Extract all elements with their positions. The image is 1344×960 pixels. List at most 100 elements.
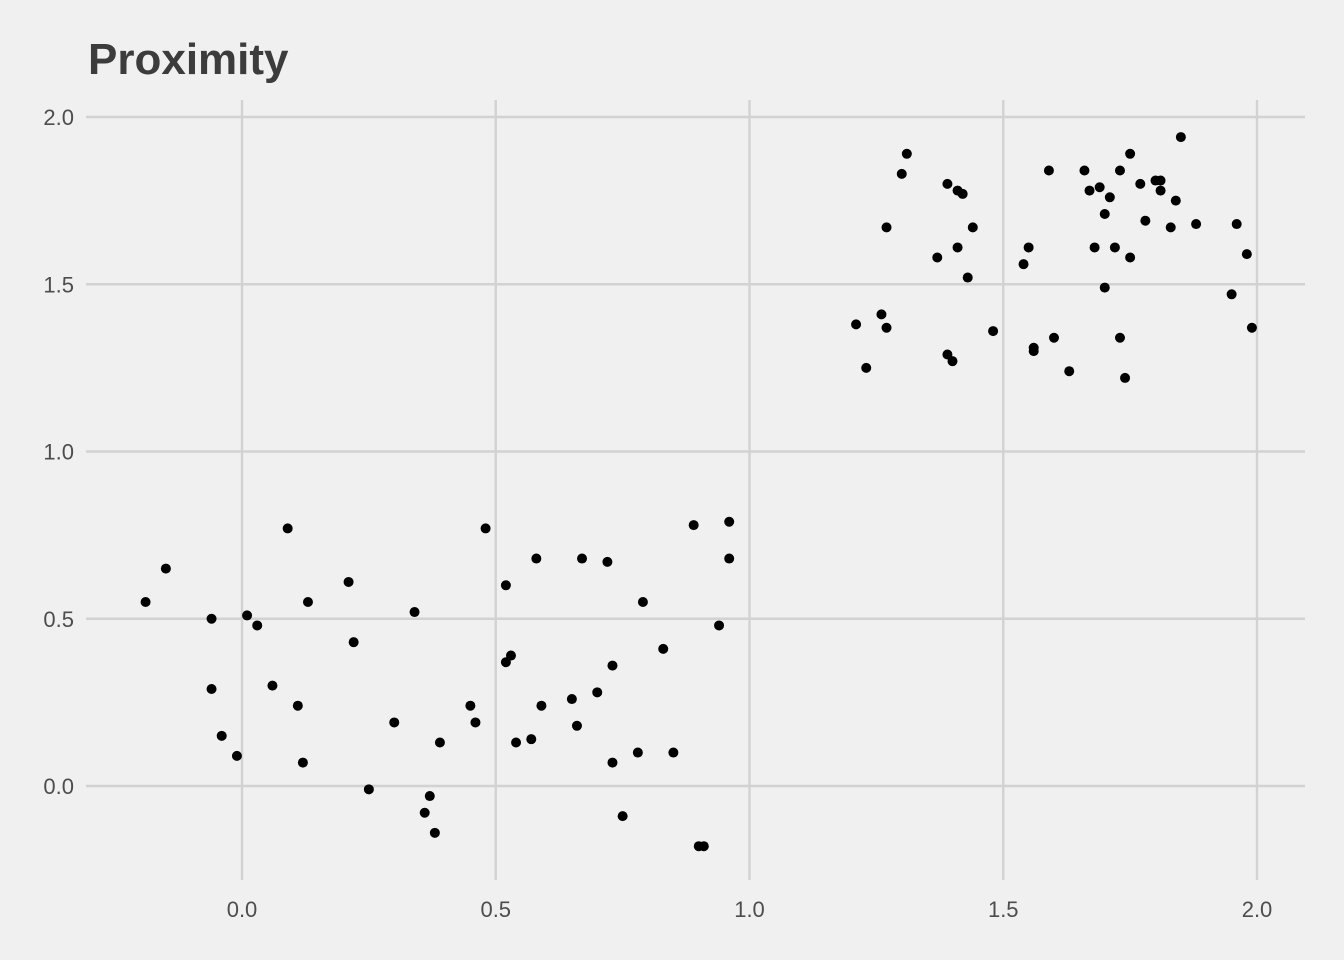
y-tick-label: 2.0	[43, 105, 74, 130]
y-tick-label: 0.5	[43, 607, 74, 632]
data-point	[1043, 165, 1054, 176]
data-point	[714, 620, 725, 631]
data-point	[1023, 242, 1034, 253]
data-point	[231, 750, 242, 761]
data-point	[688, 520, 699, 531]
data-point	[1114, 332, 1125, 343]
data-point	[881, 222, 892, 233]
data-point	[947, 356, 958, 367]
chart-title: Proximity	[88, 35, 289, 84]
data-point	[409, 607, 420, 618]
data-point	[577, 553, 588, 564]
data-point	[282, 523, 293, 534]
data-point	[465, 700, 476, 711]
x-tick-label: 0.0	[227, 897, 258, 922]
data-point	[658, 643, 669, 654]
data-point	[1155, 185, 1166, 196]
data-points	[140, 132, 1257, 852]
tick-labels: 0.0 0.5 1.0 1.5 2.0 0.0 0.5 1.0 1.5 2.0	[43, 105, 1272, 922]
data-point	[531, 553, 542, 564]
data-point	[1155, 175, 1166, 186]
data-point	[724, 516, 735, 527]
data-point	[1104, 192, 1115, 203]
data-point	[1028, 346, 1039, 357]
data-point	[1109, 242, 1120, 253]
x-tick-label: 1.0	[734, 897, 765, 922]
data-point	[348, 637, 359, 648]
data-point	[434, 737, 445, 748]
data-point	[962, 272, 973, 283]
data-point	[424, 791, 435, 802]
data-point	[896, 168, 907, 179]
data-point	[511, 737, 522, 748]
data-point	[1140, 215, 1151, 226]
y-tick-label: 1.5	[43, 272, 74, 297]
data-point	[607, 757, 618, 768]
data-point	[1125, 148, 1136, 159]
data-point	[952, 242, 963, 253]
data-point	[343, 576, 354, 587]
data-point	[602, 556, 613, 567]
data-point	[901, 148, 912, 159]
data-point	[363, 784, 374, 795]
data-point	[1246, 322, 1257, 333]
data-point	[1079, 165, 1090, 176]
data-point	[1064, 366, 1075, 377]
data-point	[1226, 289, 1237, 300]
data-point	[957, 188, 968, 199]
data-point	[1170, 195, 1181, 206]
data-point	[206, 613, 217, 624]
data-point	[500, 580, 511, 591]
data-point	[160, 563, 171, 574]
data-point	[1114, 165, 1125, 176]
data-point	[1231, 219, 1242, 230]
data-point	[1084, 185, 1095, 196]
data-point	[140, 597, 151, 608]
data-point	[242, 610, 253, 621]
data-point	[932, 252, 943, 263]
data-point	[1241, 249, 1252, 260]
data-point	[419, 807, 430, 818]
data-point	[571, 720, 582, 731]
data-point	[206, 683, 217, 694]
data-point	[1125, 252, 1136, 263]
data-point	[988, 326, 999, 337]
data-point	[1165, 222, 1176, 233]
data-point	[1089, 242, 1100, 253]
data-point	[292, 700, 303, 711]
data-point	[1191, 219, 1202, 230]
data-point	[267, 680, 278, 691]
x-tick-label: 0.5	[480, 897, 511, 922]
data-point	[851, 319, 862, 330]
data-point	[1099, 209, 1110, 220]
data-point	[698, 841, 709, 852]
data-point	[505, 650, 516, 661]
data-point	[1049, 332, 1059, 343]
x-tick-label: 2.0	[1242, 897, 1273, 922]
data-point	[942, 178, 953, 189]
data-point	[881, 322, 892, 333]
data-point	[637, 597, 648, 608]
data-point	[724, 553, 735, 564]
data-point	[252, 620, 263, 631]
data-point	[861, 362, 872, 373]
data-point	[1120, 372, 1131, 383]
x-tick-label: 1.5	[988, 897, 1019, 922]
data-point	[1099, 282, 1110, 293]
data-point	[470, 717, 481, 728]
y-tick-label: 1.0	[43, 440, 74, 465]
data-point	[480, 523, 491, 534]
data-point	[1094, 182, 1105, 193]
data-point	[389, 717, 400, 728]
data-point	[1175, 132, 1186, 143]
data-point	[876, 309, 887, 320]
data-point	[536, 700, 547, 711]
data-point	[668, 747, 679, 758]
data-point	[592, 687, 603, 698]
data-point	[566, 694, 577, 705]
grid-lines	[86, 100, 1305, 880]
data-point	[1018, 259, 1029, 270]
data-point	[617, 811, 628, 822]
data-point	[1135, 178, 1146, 189]
